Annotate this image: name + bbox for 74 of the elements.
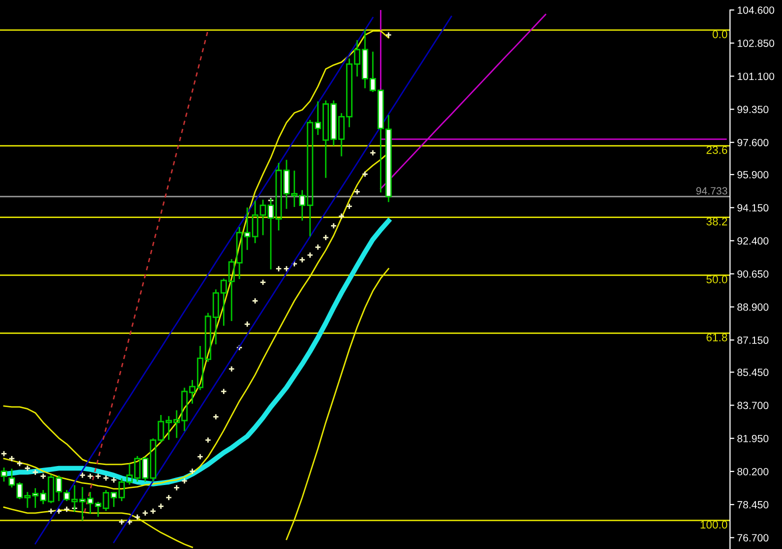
line-series [34, 16, 374, 544]
point [354, 188, 360, 196]
point [56, 508, 62, 514]
y-tick-label: 80.200 [737, 468, 768, 476]
point [0, 450, 8, 457]
point [298, 256, 306, 264]
point [173, 484, 180, 492]
point [306, 252, 314, 258]
annotation: 61.8 [706, 334, 728, 342]
y-tick-label: 92.400 [737, 237, 768, 245]
point [330, 222, 337, 230]
point [16, 460, 23, 467]
point [181, 478, 188, 484]
point [220, 388, 228, 395]
y-tick-label: 104.600 [738, 6, 774, 14]
y-tick-label: 95.900 [737, 171, 768, 178]
point [142, 510, 149, 516]
point [189, 468, 196, 475]
point [8, 455, 16, 462]
point [134, 514, 141, 520]
y-tick-label: 99.350 [737, 106, 768, 114]
point [24, 464, 31, 472]
y-tick-label: 102.850 [738, 40, 774, 47]
point [158, 502, 164, 510]
point [362, 170, 368, 178]
y-tick-label: 78.450 [737, 501, 768, 508]
point [291, 260, 298, 268]
line-series [113, 16, 452, 544]
y-tick-label: 101.100 [738, 72, 774, 80]
point [204, 436, 212, 444]
annotation: 100.0 [700, 520, 728, 529]
y-tick-label: 87.150 [737, 336, 768, 344]
point [126, 518, 133, 526]
point [118, 518, 125, 526]
point [314, 244, 322, 250]
candlestick [0, 468, 8, 482]
point [86, 472, 94, 480]
point [196, 453, 204, 460]
point [165, 494, 172, 501]
point [40, 472, 46, 480]
line-series [82, 29, 209, 522]
y-tick-label: 76.700 [737, 534, 768, 542]
y-tick-label: 85.450 [737, 368, 768, 376]
point [110, 476, 118, 484]
point [94, 472, 102, 480]
y-tick-label: 81.950 [737, 434, 768, 442]
annotation: 0.0 [712, 30, 728, 38]
point [346, 203, 353, 210]
point [370, 149, 376, 156]
point [385, 32, 392, 38]
annotation: 50.0 [706, 275, 728, 284]
point [102, 474, 110, 482]
point [275, 265, 282, 272]
point [228, 366, 235, 372]
point [79, 472, 86, 479]
y-tick-label: 90.650 [737, 270, 768, 278]
y-tick-label: 88.900 [737, 303, 768, 311]
point [252, 298, 258, 304]
y-tick-label: 83.700 [737, 402, 768, 410]
y-tick-label: 94.150 [737, 204, 768, 212]
point [236, 344, 243, 351]
point [150, 508, 156, 514]
point [260, 279, 266, 286]
point [322, 234, 330, 241]
point [338, 212, 345, 220]
point [244, 320, 251, 328]
point [32, 468, 39, 476]
y-tick-label: 97.600 [737, 138, 768, 146]
point [212, 414, 220, 420]
point [283, 265, 290, 272]
annotation: 23.6 [706, 146, 728, 154]
point [63, 506, 70, 513]
point [48, 508, 54, 514]
ref-line-label: 94.733 [696, 187, 728, 195]
